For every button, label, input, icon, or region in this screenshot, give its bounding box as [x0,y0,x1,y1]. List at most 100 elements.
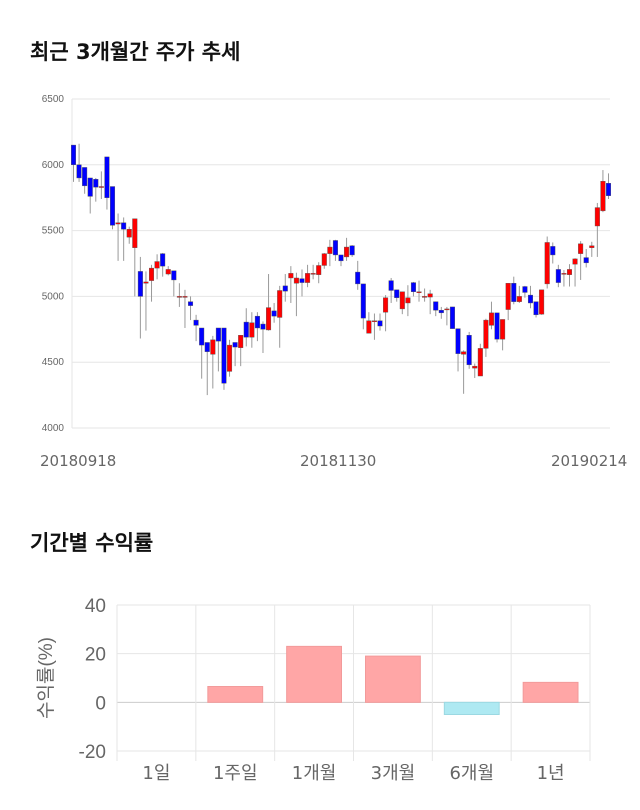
candle-body [578,243,584,254]
category-label: 1일 [142,763,170,784]
candle-body [260,323,266,330]
candle-body [143,281,149,284]
candle-body [121,222,127,230]
candle-body [444,308,450,311]
candle-body [310,273,316,275]
x-label-start: 20180918 [40,452,116,470]
candle-body [422,296,428,298]
bar [522,681,579,703]
candle-body [516,296,522,302]
candle-body [204,342,210,352]
candle-body [199,327,205,346]
candle-body [483,319,489,349]
candle-body [583,257,589,264]
candle-body [282,285,288,292]
bars [207,645,579,715]
candle-body [522,286,528,293]
category-label: 1개월 [292,763,337,784]
candle-body [227,344,233,372]
candle-body [416,291,422,293]
candle-body [544,242,550,285]
candle-body [449,306,455,329]
candle-body [427,293,433,298]
candle-body [215,327,221,342]
candle-body [405,297,411,304]
y-axis-label: 수익률(%) [35,637,57,719]
labels: 40 20 0 -20 1일 1주일 1개월 3개월 6개월 1년 [79,596,565,784]
candle-body [561,273,567,275]
candle-body [154,261,160,269]
candle-body [566,269,572,275]
candle-body [249,322,255,338]
candle-body [149,267,155,281]
candle-body [176,296,182,298]
candle-body [332,240,338,256]
category-label: 1년 [537,763,565,784]
candle-body [433,301,439,311]
candle-body [355,271,361,285]
candle-body [488,312,494,326]
candle-body [438,310,444,314]
y-tick-label: 6500 [42,94,65,105]
candle-body [338,254,344,262]
candle-body [126,229,132,238]
candle-body [371,320,377,322]
candle-body [70,144,76,165]
candle-body [455,328,461,354]
candle-body [594,207,600,227]
candle-body [349,245,355,256]
candle-body [477,348,483,377]
y-tick-label: 4500 [42,357,65,368]
candle-body [550,246,556,256]
candle-body [539,289,545,315]
y-tick-label: 6000 [42,160,65,171]
candle-body [132,218,138,248]
bar [443,701,500,715]
x-label-mid: 20181130 [300,452,376,470]
candle-body [160,253,166,267]
candle-body [511,283,517,302]
candle-body [366,320,372,334]
candles [70,143,612,396]
candle-body [165,269,171,275]
candle-body [321,253,327,266]
candle-body [533,301,539,316]
candle-body [305,273,311,283]
grid [116,604,591,761]
candle-body [171,270,177,281]
candle-body [327,246,333,254]
candle-body [410,282,416,292]
candle-body [254,315,260,329]
category-label: 1주일 [213,763,258,784]
candle-body [293,277,299,284]
candle-body [399,291,405,310]
candle-body [87,177,93,197]
grid [71,98,610,429]
candle-body [210,339,216,355]
returns-chart-title: 기간별 수익률 [30,531,154,555]
category-label: 3개월 [371,763,416,784]
candle-body [500,319,506,340]
candle-body [137,271,143,297]
candle-body [188,301,194,306]
candle-body [494,312,500,340]
candle-body [110,186,116,226]
candle-body [299,278,305,283]
candle-body [271,310,277,317]
candle-body [193,319,199,326]
y-tick-label: 40 [85,596,106,617]
candle-body [388,280,394,291]
candle-body [394,289,400,298]
candle-body [344,246,350,258]
candle-body [589,245,595,248]
y-tick-label: 0 [95,693,106,714]
candle-body [221,327,227,384]
y-tick-label: 20 [85,645,106,666]
candle-body [466,335,472,366]
candle-body [115,222,121,225]
candle-body [600,181,606,212]
candle-body [182,296,188,298]
candle-body [93,179,99,188]
candle-body [360,283,366,319]
candle-body [472,365,478,369]
